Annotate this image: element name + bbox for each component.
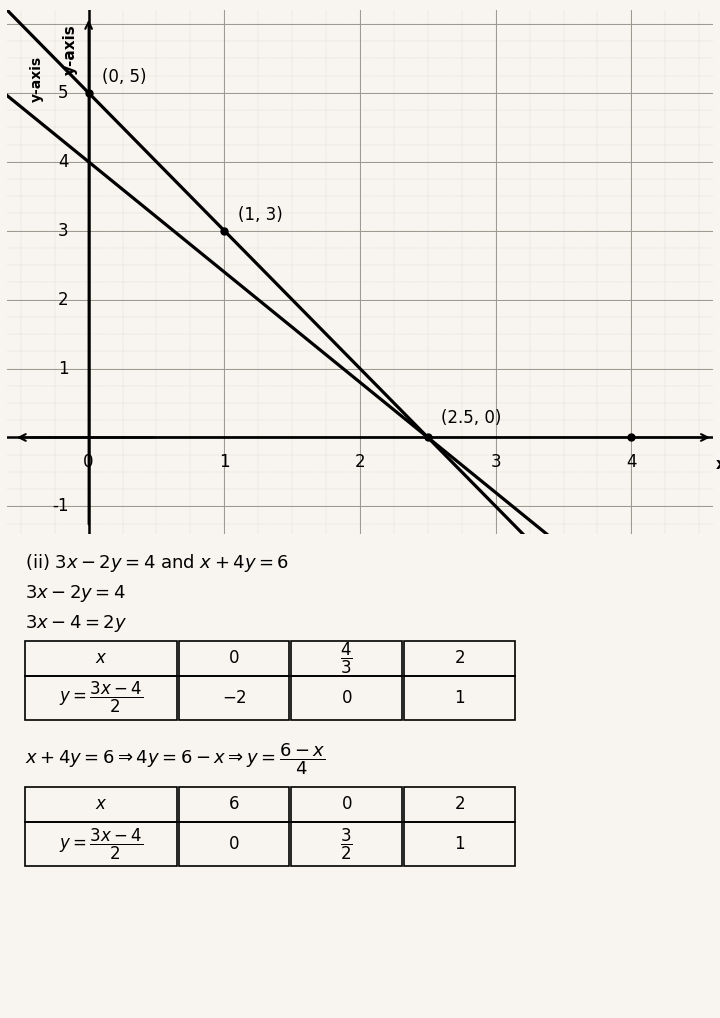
Text: 4: 4: [58, 153, 68, 171]
Text: 3: 3: [58, 222, 68, 239]
Text: $1$: $1$: [454, 835, 465, 853]
Text: y-axis: y-axis: [63, 24, 78, 74]
Bar: [404, 787, 515, 823]
Text: $x$: $x$: [94, 649, 107, 668]
Bar: [292, 787, 402, 823]
Text: $y = \dfrac{3x-4}{2}$: $y = \dfrac{3x-4}{2}$: [59, 680, 143, 716]
Text: 3: 3: [490, 453, 501, 470]
Bar: [292, 640, 402, 676]
Text: -1: -1: [52, 498, 68, 515]
Bar: [404, 640, 515, 676]
Bar: [179, 676, 289, 720]
Text: x-axis: x-axis: [716, 457, 720, 471]
Text: $\dfrac{4}{3}$: $\dfrac{4}{3}$: [341, 640, 353, 676]
Text: $x + 4y = 6 \Rightarrow 4y = 6 - x \Rightarrow y = \dfrac{6-x}{4}$: $x + 4y = 6 \Rightarrow 4y = 6 - x \Righ…: [24, 741, 325, 777]
Text: (0, 5): (0, 5): [102, 68, 147, 86]
Text: $0$: $0$: [228, 835, 240, 853]
Text: y-axis: y-axis: [30, 56, 44, 102]
Text: $x$: $x$: [94, 795, 107, 813]
Text: $3x - 4 = 2y$: $3x - 4 = 2y$: [24, 613, 127, 634]
Text: $3x - 2y = 4$: $3x - 2y = 4$: [24, 583, 126, 605]
Text: 1: 1: [219, 453, 230, 470]
Bar: [179, 823, 289, 865]
Text: $2$: $2$: [454, 795, 465, 813]
Bar: [292, 676, 402, 720]
Text: (ii) $3x - 2y = 4$ and $x + 4y = 6$: (ii) $3x - 2y = 4$ and $x + 4y = 6$: [24, 552, 289, 574]
Text: $1$: $1$: [454, 689, 465, 706]
Bar: [404, 823, 515, 865]
Text: $0$: $0$: [341, 795, 353, 813]
Text: $6$: $6$: [228, 795, 240, 813]
Text: 4: 4: [626, 453, 636, 470]
Text: 5: 5: [58, 83, 68, 102]
Text: $0$: $0$: [228, 649, 240, 668]
Bar: [179, 640, 289, 676]
Bar: [24, 787, 176, 823]
Text: $\dfrac{3}{2}$: $\dfrac{3}{2}$: [341, 827, 353, 861]
Text: (1, 3): (1, 3): [238, 206, 283, 224]
Text: $0$: $0$: [341, 689, 353, 706]
Text: 1: 1: [58, 359, 68, 378]
Bar: [292, 823, 402, 865]
Text: 0: 0: [84, 453, 94, 470]
Text: (2.5, 0): (2.5, 0): [441, 409, 502, 428]
Text: $2$: $2$: [454, 649, 465, 668]
Text: 2: 2: [58, 290, 68, 308]
Text: $-2$: $-2$: [222, 689, 246, 706]
Bar: [24, 640, 176, 676]
Bar: [24, 823, 176, 865]
Bar: [404, 676, 515, 720]
Text: 2: 2: [355, 453, 365, 470]
Bar: [24, 676, 176, 720]
Text: $y = \dfrac{3x-4}{2}$: $y = \dfrac{3x-4}{2}$: [59, 827, 143, 861]
Bar: [179, 787, 289, 823]
